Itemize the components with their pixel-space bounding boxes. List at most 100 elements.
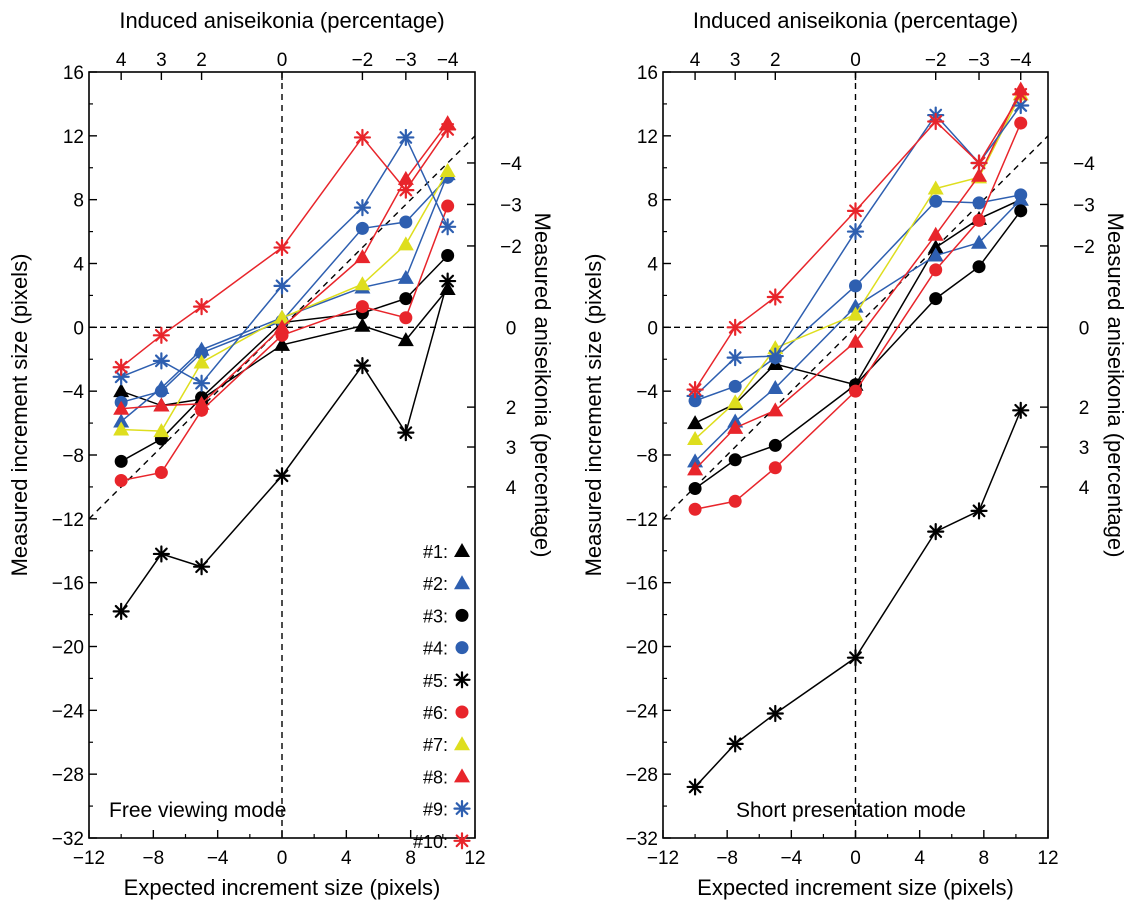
marker-stroke bbox=[1014, 99, 1028, 112]
series-line bbox=[694, 410, 1022, 788]
right-axis-ticks: −4 −3 −2 0 2 3 4 bbox=[467, 154, 522, 499]
data-point bbox=[688, 502, 702, 516]
data-point bbox=[397, 424, 415, 442]
top-tick-label: 3 bbox=[730, 50, 741, 71]
data-point bbox=[397, 269, 414, 284]
top-tick-label: −3 bbox=[968, 50, 990, 71]
panel-2: −12 −8 −4 0 4 8 121612840−4−8−12−16−20−24−28−3… bbox=[581, 8, 1127, 900]
x-axis-title: Expected increment size (pixels) bbox=[124, 875, 441, 900]
marker-stroke bbox=[195, 300, 208, 313]
data-point bbox=[114, 474, 128, 488]
data-point bbox=[766, 347, 784, 365]
top-axis-title: Induced aniseikonia (percentage) bbox=[693, 8, 1018, 33]
data-point bbox=[927, 239, 944, 254]
marker-stroke bbox=[399, 183, 413, 197]
data-point bbox=[397, 236, 414, 251]
x-axis-ticks: −12 −8 −4 0 4 8 12 bbox=[73, 830, 486, 869]
data-point bbox=[768, 438, 782, 452]
top-tick-label: −2 bbox=[925, 50, 947, 71]
series-line bbox=[120, 176, 449, 404]
data-point bbox=[726, 318, 744, 336]
x-tick-label: 12 bbox=[464, 848, 485, 869]
data-point bbox=[927, 112, 945, 131]
marker-stroke bbox=[688, 383, 702, 396]
legend-label: #3: bbox=[423, 606, 448, 626]
data-point bbox=[273, 467, 291, 485]
marker-stroke bbox=[356, 201, 369, 215]
right-tick-label: 2 bbox=[506, 398, 517, 419]
data-point bbox=[767, 402, 784, 417]
x-tick-label: −12 bbox=[73, 848, 105, 869]
x-tick-label: −12 bbox=[647, 848, 679, 869]
marker-stroke bbox=[356, 131, 369, 144]
data-point bbox=[927, 247, 944, 262]
x-tick-label: 4 bbox=[341, 848, 352, 869]
data-point bbox=[274, 309, 290, 324]
data-point bbox=[1012, 85, 1030, 103]
y-tick-label: 4 bbox=[647, 255, 658, 276]
data-point bbox=[273, 277, 291, 295]
data-point bbox=[113, 400, 130, 415]
legend-marker bbox=[454, 768, 470, 783]
series-group bbox=[686, 81, 1030, 796]
top-tick-label: −3 bbox=[395, 50, 417, 71]
data-point bbox=[397, 181, 415, 199]
legend-label: #9: bbox=[423, 800, 448, 820]
data-point bbox=[929, 292, 943, 306]
top-axis-ticks: 4 3 2 0 −2 −3 −4 bbox=[690, 50, 1032, 80]
data-point bbox=[113, 413, 130, 428]
data-point bbox=[152, 326, 170, 344]
legend-marker bbox=[455, 608, 469, 622]
data-point bbox=[971, 234, 988, 249]
data-point bbox=[766, 288, 784, 306]
right-tick-label: −2 bbox=[1073, 237, 1095, 258]
data-point bbox=[846, 222, 865, 241]
data-point bbox=[441, 249, 455, 263]
data-point bbox=[152, 352, 170, 370]
data-point bbox=[727, 394, 744, 409]
data-point bbox=[728, 379, 742, 393]
series-group bbox=[112, 115, 457, 620]
right-tick-label: −2 bbox=[500, 237, 522, 258]
data-point bbox=[767, 379, 784, 394]
right-tick-label: 4 bbox=[506, 478, 517, 499]
legend-label: #2: bbox=[423, 574, 448, 594]
reference-lines bbox=[663, 72, 1048, 838]
data-point bbox=[687, 461, 704, 476]
y-tick-label: −4 bbox=[62, 382, 84, 403]
legend-label: #8: bbox=[423, 767, 448, 787]
legend-marker bbox=[453, 832, 471, 850]
data-point bbox=[154, 466, 168, 480]
top-tick-label: 4 bbox=[690, 50, 701, 71]
y-tick-label: 0 bbox=[73, 318, 84, 339]
marker-stroke bbox=[849, 225, 862, 238]
marker-stroke bbox=[114, 604, 128, 618]
y-tick-label: −4 bbox=[636, 382, 658, 403]
y-tick-label: −16 bbox=[626, 574, 658, 595]
marker-stroke bbox=[768, 349, 782, 363]
data-point bbox=[972, 260, 986, 274]
marker-stroke bbox=[768, 290, 782, 304]
marker-stroke bbox=[275, 469, 289, 483]
marker-stroke bbox=[849, 204, 862, 218]
marker-stroke bbox=[1014, 87, 1028, 101]
marker-stroke bbox=[728, 737, 742, 751]
y-tick-label: 16 bbox=[63, 63, 84, 84]
data-point bbox=[687, 415, 704, 430]
data-point bbox=[355, 300, 369, 314]
legend-marker bbox=[453, 671, 471, 689]
data-point bbox=[439, 272, 457, 290]
legend-label: #4: bbox=[423, 639, 448, 659]
right-tick-label: 0 bbox=[1079, 318, 1090, 339]
data-point bbox=[113, 421, 130, 436]
data-point bbox=[353, 199, 372, 217]
marker-stroke bbox=[154, 328, 168, 342]
y-tick-label: 16 bbox=[637, 63, 658, 84]
data-point bbox=[154, 384, 168, 398]
data-point bbox=[112, 358, 130, 376]
data-point bbox=[726, 735, 744, 753]
data-point bbox=[399, 311, 413, 325]
x-tick-label: −4 bbox=[207, 848, 229, 869]
data-point bbox=[1014, 116, 1028, 130]
data-point bbox=[728, 494, 742, 508]
